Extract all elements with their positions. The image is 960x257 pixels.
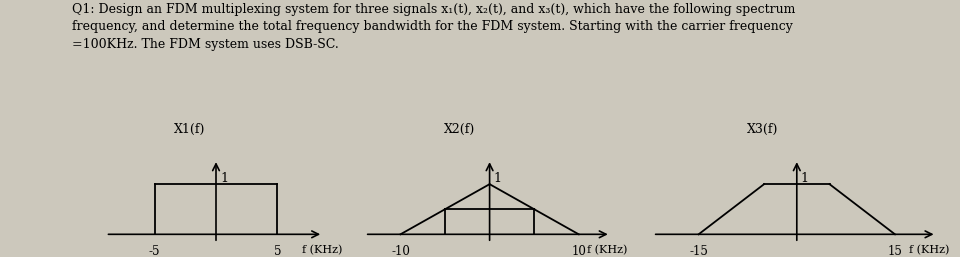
Text: 1: 1	[221, 172, 228, 185]
Text: 10: 10	[571, 245, 587, 257]
Text: -5: -5	[149, 245, 160, 257]
Text: f (KHz): f (KHz)	[587, 245, 627, 256]
Text: X2(f): X2(f)	[444, 123, 475, 136]
Text: X3(f): X3(f)	[747, 123, 778, 136]
Text: 1: 1	[493, 172, 501, 185]
Text: -15: -15	[689, 245, 708, 257]
Text: f (KHz): f (KHz)	[909, 245, 949, 256]
Text: f (KHz): f (KHz)	[302, 245, 343, 256]
Text: 5: 5	[274, 245, 281, 257]
Text: Q1: Design an FDM multiplexing system for three signals x₁(t), x₂(t), and x₃(t),: Q1: Design an FDM multiplexing system fo…	[72, 3, 796, 51]
Text: 15: 15	[888, 245, 902, 257]
Text: 1: 1	[801, 172, 808, 185]
Text: -10: -10	[391, 245, 410, 257]
Text: X1(f): X1(f)	[174, 123, 205, 136]
